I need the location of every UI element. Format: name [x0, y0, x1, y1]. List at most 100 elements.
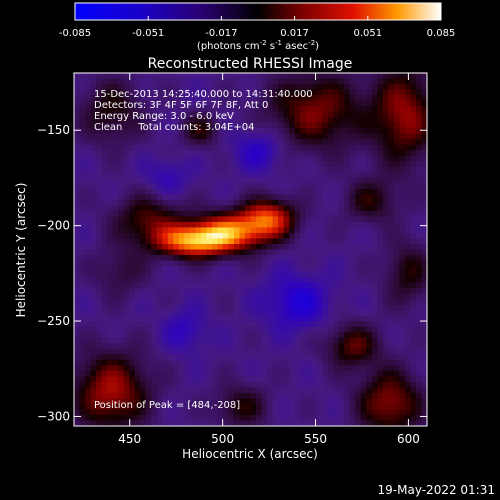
- heatmap-cell: [289, 420, 296, 426]
- heatmap-cell: [283, 161, 290, 168]
- heatmap-cell: [289, 73, 296, 79]
- heatmap-cell: [366, 266, 373, 272]
- heatmap-cell: [322, 210, 329, 217]
- heatmap-cell: [145, 73, 152, 79]
- heatmap-cell: [355, 117, 362, 124]
- heatmap-cell: [344, 227, 351, 234]
- heatmap-cell: [90, 221, 97, 228]
- heatmap-cell: [322, 188, 329, 195]
- heatmap-cell: [360, 205, 367, 212]
- heatmap-cell: [107, 359, 114, 366]
- heatmap-cell: [311, 155, 318, 162]
- heatmap-cell: [90, 381, 97, 388]
- heatmap-cell: [410, 337, 417, 344]
- heatmap-cell: [415, 205, 422, 212]
- heatmap-cell: [404, 277, 411, 283]
- heatmap-cell: [123, 288, 130, 295]
- heatmap-cell: [399, 194, 406, 201]
- heatmap-cell: [112, 166, 119, 173]
- heatmap-cell: [349, 100, 356, 107]
- heatmap-cell: [327, 144, 334, 151]
- heatmap-cell: [294, 343, 301, 350]
- heatmap-cell: [107, 78, 114, 85]
- heatmap-cell: [410, 238, 417, 245]
- heatmap-cell: [261, 221, 268, 228]
- heatmap-cell: [382, 172, 389, 179]
- heatmap-cell: [184, 133, 191, 140]
- heatmap-cell: [151, 111, 158, 118]
- heatmap-cell: [360, 73, 367, 79]
- heatmap-cell: [338, 299, 345, 306]
- heatmap-cell: [388, 365, 395, 372]
- heatmap-cell: [239, 144, 246, 151]
- heatmap-cell: [305, 150, 312, 157]
- heatmap-cell: [399, 216, 406, 223]
- heatmap-cell: [371, 288, 378, 295]
- heatmap-cell: [278, 420, 284, 426]
- heatmap-cell: [327, 332, 334, 339]
- heatmap-cell: [134, 84, 141, 90]
- heatmap-cell: [267, 144, 273, 151]
- heatmap-cell: [250, 420, 257, 426]
- heatmap-cell: [327, 155, 334, 162]
- heatmap-cell: [311, 216, 318, 223]
- heatmap-cell: [366, 100, 373, 107]
- heatmap-cell: [421, 293, 427, 300]
- heatmap-cell: [79, 299, 86, 306]
- heatmap-cell: [360, 111, 367, 118]
- heatmap-cell: [156, 172, 163, 179]
- heatmap-cell: [184, 354, 191, 361]
- heatmap-cell: [327, 183, 334, 190]
- heatmap-cell: [250, 255, 257, 261]
- heatmap-cell: [178, 321, 185, 328]
- heatmap-cell: [256, 128, 262, 135]
- heatmap-cell: [173, 266, 180, 272]
- heatmap-cell: [167, 221, 174, 228]
- heatmap-cell: [129, 161, 136, 168]
- heatmap-cell: [101, 326, 108, 333]
- heatmap-cell: [404, 260, 411, 267]
- heatmap-cell: [371, 321, 378, 328]
- heatmap-cell: [349, 144, 356, 151]
- heatmap-cell: [300, 188, 307, 195]
- heatmap-cell: [195, 392, 202, 399]
- heatmap-cell: [222, 78, 229, 85]
- heatmap-cell: [344, 337, 351, 344]
- heatmap-cell: [239, 183, 246, 190]
- heatmap-cell: [129, 150, 136, 157]
- heatmap-cell: [74, 183, 80, 190]
- heatmap-cell: [349, 84, 356, 90]
- heatmap-cell: [107, 260, 114, 267]
- heatmap-cell: [118, 370, 125, 377]
- heatmap-cell: [311, 188, 318, 195]
- heatmap-cell: [278, 354, 284, 361]
- heatmap-cell: [278, 144, 284, 151]
- heatmap-cell: [107, 282, 114, 289]
- heatmap-cell: [311, 183, 318, 190]
- heatmap-cell: [289, 150, 296, 157]
- heatmap-cell: [244, 238, 251, 245]
- heatmap-cell: [272, 221, 279, 228]
- heatmap-cell: [382, 144, 389, 151]
- heatmap-cell: [399, 249, 406, 256]
- heatmap-cell: [421, 359, 427, 366]
- heatmap-cell: [393, 381, 400, 388]
- heatmap-cell: [333, 144, 340, 151]
- heatmap-cell: [129, 260, 136, 267]
- heatmap-cell: [267, 100, 273, 107]
- heatmap-cell: [195, 221, 202, 228]
- heatmap-cell: [366, 89, 373, 96]
- heatmap-cell: [410, 177, 417, 184]
- heatmap-cell: [79, 122, 86, 129]
- heatmap-cell: [96, 310, 102, 317]
- heatmap-cell: [300, 100, 307, 107]
- heatmap-cell: [278, 315, 284, 322]
- heatmap-cell: [355, 398, 362, 405]
- heatmap-cell: [123, 343, 130, 350]
- heatmap-cell: [278, 227, 284, 234]
- heatmap-cell: [305, 89, 312, 96]
- heatmap-cell: [112, 315, 119, 322]
- heatmap-cell: [233, 310, 240, 317]
- heatmap-cell: [189, 166, 196, 173]
- heatmap-cell: [239, 288, 246, 295]
